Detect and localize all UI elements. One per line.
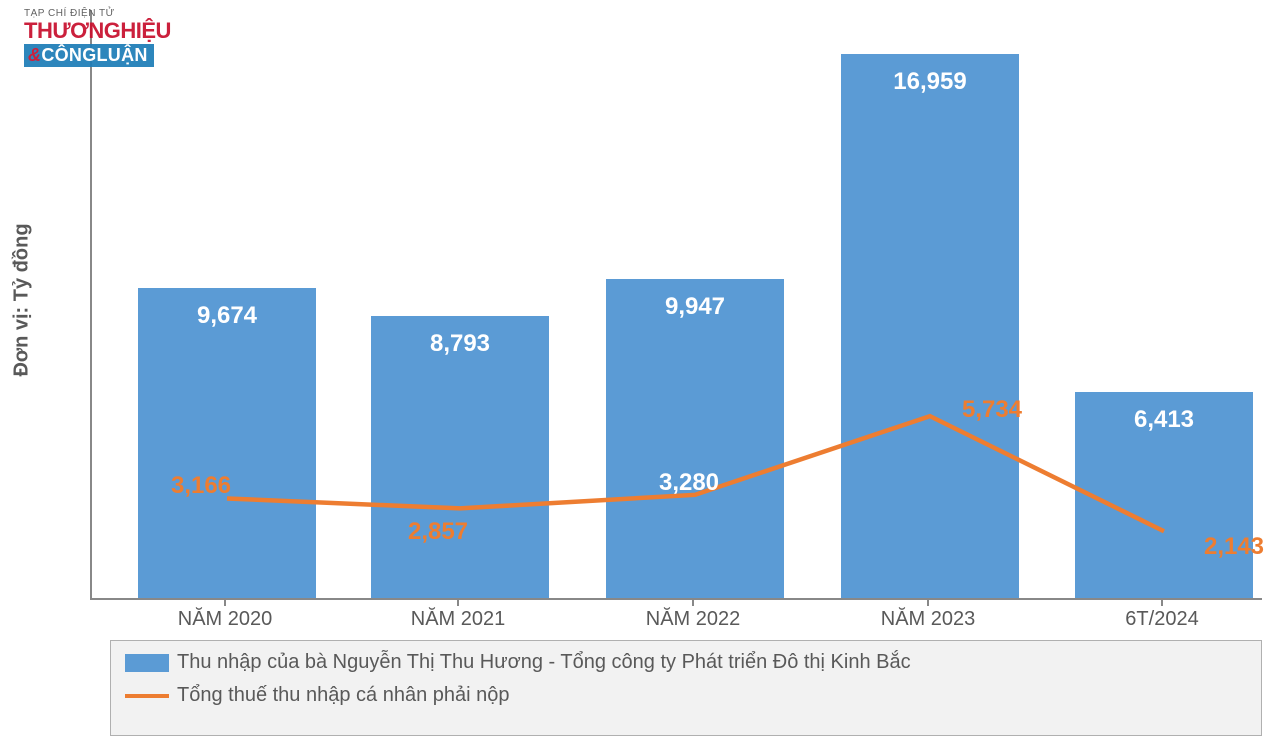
x-axis-category: NĂM 2022 xyxy=(646,608,741,631)
bar: 9,947 xyxy=(606,279,784,598)
x-tick-mark xyxy=(692,600,694,606)
logo-brand: THƯƠNGHIỆU xyxy=(24,21,171,42)
x-axis-category: NĂM 2020 xyxy=(178,608,273,631)
legend-label-bar: Thu nhập của bà Nguyễn Thị Thu Hương - T… xyxy=(177,651,911,674)
line-value-label: 5,734 xyxy=(962,396,1022,424)
bar-value-label: 6,413 xyxy=(1075,406,1253,434)
x-axis-category: 6T/2024 xyxy=(1125,608,1198,631)
bar-value-label: 8,793 xyxy=(371,330,549,358)
bar-value-label: 9,674 xyxy=(138,302,316,330)
legend-item-bar: Thu nhập của bà Nguyễn Thị Thu Hương - T… xyxy=(125,651,1247,674)
x-axis-category: NĂM 2021 xyxy=(411,608,506,631)
x-tick-mark xyxy=(927,600,929,606)
bar: 9,674 xyxy=(138,288,316,598)
bar: 8,793 xyxy=(371,316,549,598)
line-value-label: 3,166 xyxy=(171,472,231,500)
legend-label-line: Tổng thuế thu nhập cá nhân phải nộp xyxy=(177,684,510,707)
plot-area: 9,674 8,793 9,947 16,959 6,413 3,166 2,857 3,2… xyxy=(90,10,1262,600)
bar: 16,959 xyxy=(841,54,1019,598)
legend-swatch-line xyxy=(125,694,169,698)
legend: Thu nhập của bà Nguyễn Thị Thu Hương - T… xyxy=(110,640,1262,736)
y-axis-label: Đơn vị: Tỷ đồng xyxy=(11,223,34,376)
x-tick-mark xyxy=(1161,600,1163,606)
line-value-label: 3,280 xyxy=(659,469,719,497)
x-tick-mark xyxy=(457,600,459,606)
logo-sub-text: CÔNGLUẬN xyxy=(41,45,147,65)
chart-container: 9,674 8,793 9,947 16,959 6,413 3,166 2,857 3,2… xyxy=(90,10,1262,630)
publisher-logo: TẠP CHÍ ĐIỆN TỬ THƯƠNGHIỆU &CÔNGLUẬN xyxy=(24,8,171,67)
bar-value-label: 9,947 xyxy=(606,293,784,321)
line-value-label: 2,143 xyxy=(1204,533,1264,561)
bar-value-label: 16,959 xyxy=(841,68,1019,96)
logo-ampersand: & xyxy=(28,45,41,65)
line-value-label: 2,857 xyxy=(408,518,468,546)
legend-item-line: Tổng thuế thu nhập cá nhân phải nộp xyxy=(125,684,1247,707)
bar: 6,413 xyxy=(1075,392,1253,598)
logo-subline: &CÔNGLUẬN xyxy=(24,44,154,67)
x-tick-mark xyxy=(224,600,226,606)
legend-swatch-bar xyxy=(125,654,169,672)
x-axis-category: NĂM 2023 xyxy=(881,608,976,631)
